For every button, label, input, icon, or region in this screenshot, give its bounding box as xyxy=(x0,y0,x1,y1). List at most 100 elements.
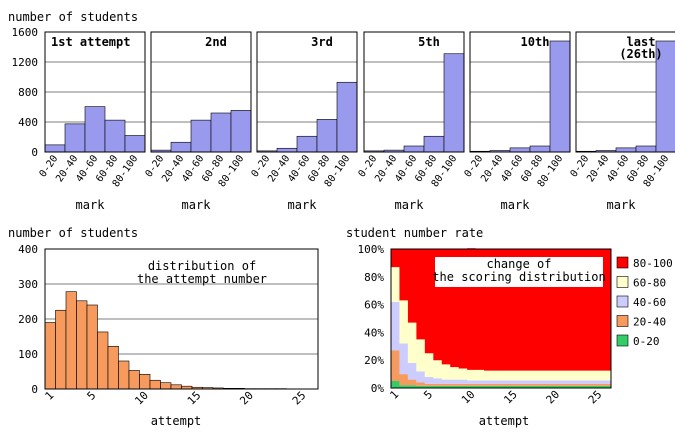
panel-border xyxy=(256,31,358,153)
area-0-20 xyxy=(391,381,611,388)
top-y-tick-label: 400 xyxy=(18,116,38,129)
bar xyxy=(44,144,66,153)
plot-border xyxy=(390,248,612,389)
histogram-bar xyxy=(160,382,172,390)
histogram-bar xyxy=(149,379,161,390)
legend-label: 60-80 xyxy=(633,277,666,290)
x-tick-label: 10 xyxy=(132,389,151,408)
bar xyxy=(443,53,465,153)
y-tick-label: 400 xyxy=(18,243,38,256)
panel-title: 10th xyxy=(521,35,550,49)
top-y-axis-label: number of students xyxy=(8,10,138,24)
panel-border xyxy=(575,31,675,153)
bar xyxy=(635,145,657,153)
histogram-bar xyxy=(128,370,140,390)
y-tick-label: 80% xyxy=(364,271,384,284)
panel-title: last (26th) xyxy=(619,35,662,61)
bar xyxy=(529,145,551,153)
y-tick-label: 40% xyxy=(364,326,384,339)
histogram-bar xyxy=(118,360,130,390)
x-axis-label: mark xyxy=(76,198,106,212)
x-axis-label: mark xyxy=(182,198,212,212)
legend-swatch xyxy=(616,256,629,269)
panel-border xyxy=(44,31,146,153)
chart-title: distribution of the attempt number xyxy=(137,259,267,286)
bar xyxy=(276,147,298,153)
panel-title: 5th xyxy=(418,35,440,49)
panel-border xyxy=(363,31,465,153)
y-tick-label: 300 xyxy=(18,278,38,291)
x-tick-label: 25 xyxy=(586,388,605,407)
bar xyxy=(170,141,192,153)
attempt-number-histogram: number of students 0 100 200 300 400 distribut… xyxy=(8,226,319,428)
bar xyxy=(84,106,106,153)
hist-y-axis-label: number of students xyxy=(8,226,138,240)
chart-title: change of the scoring distribution xyxy=(432,257,605,284)
x-tick-label: 1 xyxy=(387,388,401,402)
top-y-tick-label: 1200 xyxy=(12,56,39,69)
area-40-60 xyxy=(391,301,611,384)
panel-border xyxy=(469,31,571,153)
title-box xyxy=(435,257,603,287)
legend-label: 40-60 xyxy=(633,296,666,309)
histogram-bar xyxy=(107,345,119,390)
y-tick-label: 0 xyxy=(31,383,38,396)
histogram-bar xyxy=(139,373,151,390)
histogram-bar xyxy=(170,384,182,390)
panel-title: 2nd xyxy=(205,35,227,49)
bar xyxy=(316,119,338,153)
x-tick-label: 20 xyxy=(544,388,563,407)
bar xyxy=(509,147,531,153)
bar xyxy=(104,119,126,153)
legend-swatch xyxy=(616,295,629,308)
bar xyxy=(64,123,86,153)
area-20-40 xyxy=(391,350,611,386)
x-axis-label: mark xyxy=(607,198,637,212)
y-tick-label: 20% xyxy=(364,354,384,367)
legend-label: 20-40 xyxy=(633,316,666,329)
bar xyxy=(549,40,571,153)
histogram-bar xyxy=(97,331,109,390)
x-axis-label: mark xyxy=(288,198,318,212)
top-y-tick-label: 0 xyxy=(31,146,38,159)
x-tick-label: 15 xyxy=(501,388,520,407)
top-y-tick-label: 800 xyxy=(18,86,38,99)
x-tick-label: 5 xyxy=(84,389,98,403)
histogram-bar xyxy=(76,300,88,390)
legend-label: 80-100 xyxy=(633,257,673,270)
bar xyxy=(230,110,252,153)
bar xyxy=(190,119,212,153)
y-tick-label: 100% xyxy=(358,243,385,256)
y-tick-label: 200 xyxy=(18,313,38,326)
legend-swatch xyxy=(616,276,629,288)
rate-y-axis-label: student number rate xyxy=(346,226,483,240)
histogram-bar xyxy=(86,304,98,390)
legend-swatch xyxy=(616,315,629,327)
panel-title: 3rd xyxy=(311,35,333,49)
x-axis-label: mark xyxy=(501,198,531,212)
x-axis-label: attempt xyxy=(479,414,530,428)
y-tick-label: 0% xyxy=(371,382,385,395)
histogram-bar xyxy=(44,322,56,390)
x-axis-label: mark xyxy=(395,198,425,212)
x-tick-label: 5 xyxy=(421,388,435,402)
bar xyxy=(296,135,318,153)
top-y-tick-label: 1600 xyxy=(12,26,39,39)
x-tick-label: 15 xyxy=(185,389,204,408)
panel-border xyxy=(150,31,252,153)
bar xyxy=(336,81,358,153)
legend-label: 0-20 xyxy=(633,335,660,348)
x-axis-label: attempt xyxy=(151,414,202,428)
x-tick-label: 25 xyxy=(290,389,309,408)
bar xyxy=(615,147,637,153)
y-tick-label: 60% xyxy=(364,299,384,312)
